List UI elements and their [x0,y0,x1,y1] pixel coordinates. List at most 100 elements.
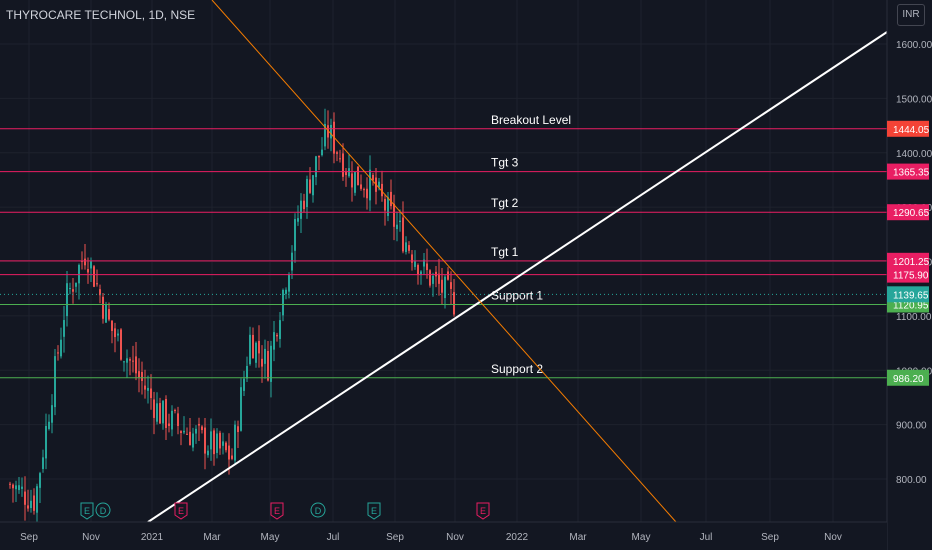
candle-body [432,275,434,284]
downtrend-line [211,0,677,523]
x-tick-label: May [261,532,280,543]
candle-body [90,261,92,269]
currency-button[interactable]: INR [897,4,925,26]
svg-text:E: E [371,506,377,516]
candle-body [276,334,278,337]
candle-body [60,339,62,357]
candle-body [249,334,251,365]
candle-body [18,485,20,491]
candle-body [423,259,425,267]
candle-body [390,191,392,207]
candle-body [96,283,98,285]
candle-body [105,304,107,323]
svg-text:E: E [178,506,184,516]
candle-body [345,171,347,176]
candle-body [228,445,230,460]
price-tag: 1290.65 [887,204,930,221]
candle-body [120,329,122,360]
candle-body [15,485,17,490]
candle-body [378,181,380,188]
candle-body [339,158,341,160]
candle-body [48,421,50,430]
candle-body [183,430,185,433]
candle-body [192,433,194,448]
candle-body [300,200,302,219]
candle-body [282,289,284,316]
svg-text:1201.25: 1201.25 [893,257,930,268]
candle-body [285,289,287,294]
candle-body [207,450,209,456]
candle-body [84,258,86,266]
level-label: Tgt 1 [491,245,519,259]
candle-body [288,273,290,292]
candle-body [168,423,170,426]
candle-body [237,426,239,433]
candle-body [21,486,23,489]
candle-body [405,242,407,253]
price-axis[interactable]: 1600.001500.001400.001300.001200.001100.… [886,0,932,550]
candle-body [87,269,89,273]
candle-body [417,264,419,275]
candle-body [186,433,188,435]
candle-body [381,183,383,197]
candle-body [111,320,113,331]
candle-body [30,500,32,509]
x-tick-label: Nov [82,532,100,543]
candle-body [366,188,368,199]
candle-body [150,388,152,399]
candle-body [33,495,35,511]
candle-body [411,254,413,263]
candle-body [93,266,95,287]
dividend-marker: D [310,502,326,518]
candle-body [147,387,149,391]
candle-body [291,252,293,271]
candle-body [414,261,416,267]
candle-body [324,123,326,147]
candle-body [408,245,410,251]
candle-body [27,505,29,509]
candle-body [132,360,134,362]
y-tick-label: 1600.00 [896,40,932,51]
candle-body [189,431,191,446]
candle-body [198,423,200,426]
candle-body [297,218,299,222]
candle-body [444,276,446,299]
x-tick-label: Nov [824,532,842,543]
candle-body [156,403,158,422]
candle-body [69,287,71,289]
candle-body [219,432,221,449]
candle-body [42,457,44,469]
candle-body [387,197,389,216]
candle-body [63,320,65,337]
candle-body [243,378,245,391]
uptrend-line [147,31,888,523]
candle-body [9,483,11,485]
candle-body [318,155,320,158]
x-tick-label: May [632,532,651,543]
candle-body [306,178,308,207]
candle-body [303,200,305,210]
svg-text:1290.65: 1290.65 [893,208,930,219]
candle-body [162,400,164,424]
candle-body [204,427,206,454]
candle-body [144,385,146,390]
price-tag: 1365.35 [887,163,930,180]
time-axis[interactable]: Sep Nov 2021 Mar May Jul Sep Nov 2022 Mar May Jul Se… [0,521,887,550]
candle-body [321,149,323,156]
candle-body [429,270,431,286]
candle-body [270,345,272,382]
candle-body [57,352,59,354]
candle-body [354,171,356,193]
candle-body [141,371,143,381]
candle-body [246,365,248,379]
svg-text:E: E [274,506,280,516]
candle-body [453,292,455,315]
y-tick-label: 1500.00 [896,94,932,105]
price-tag: 986.20 [887,369,929,386]
candle-body [420,271,422,275]
svg-text:1120.95: 1120.95 [893,300,929,311]
candle-body [153,399,155,418]
candle-body [402,217,404,252]
